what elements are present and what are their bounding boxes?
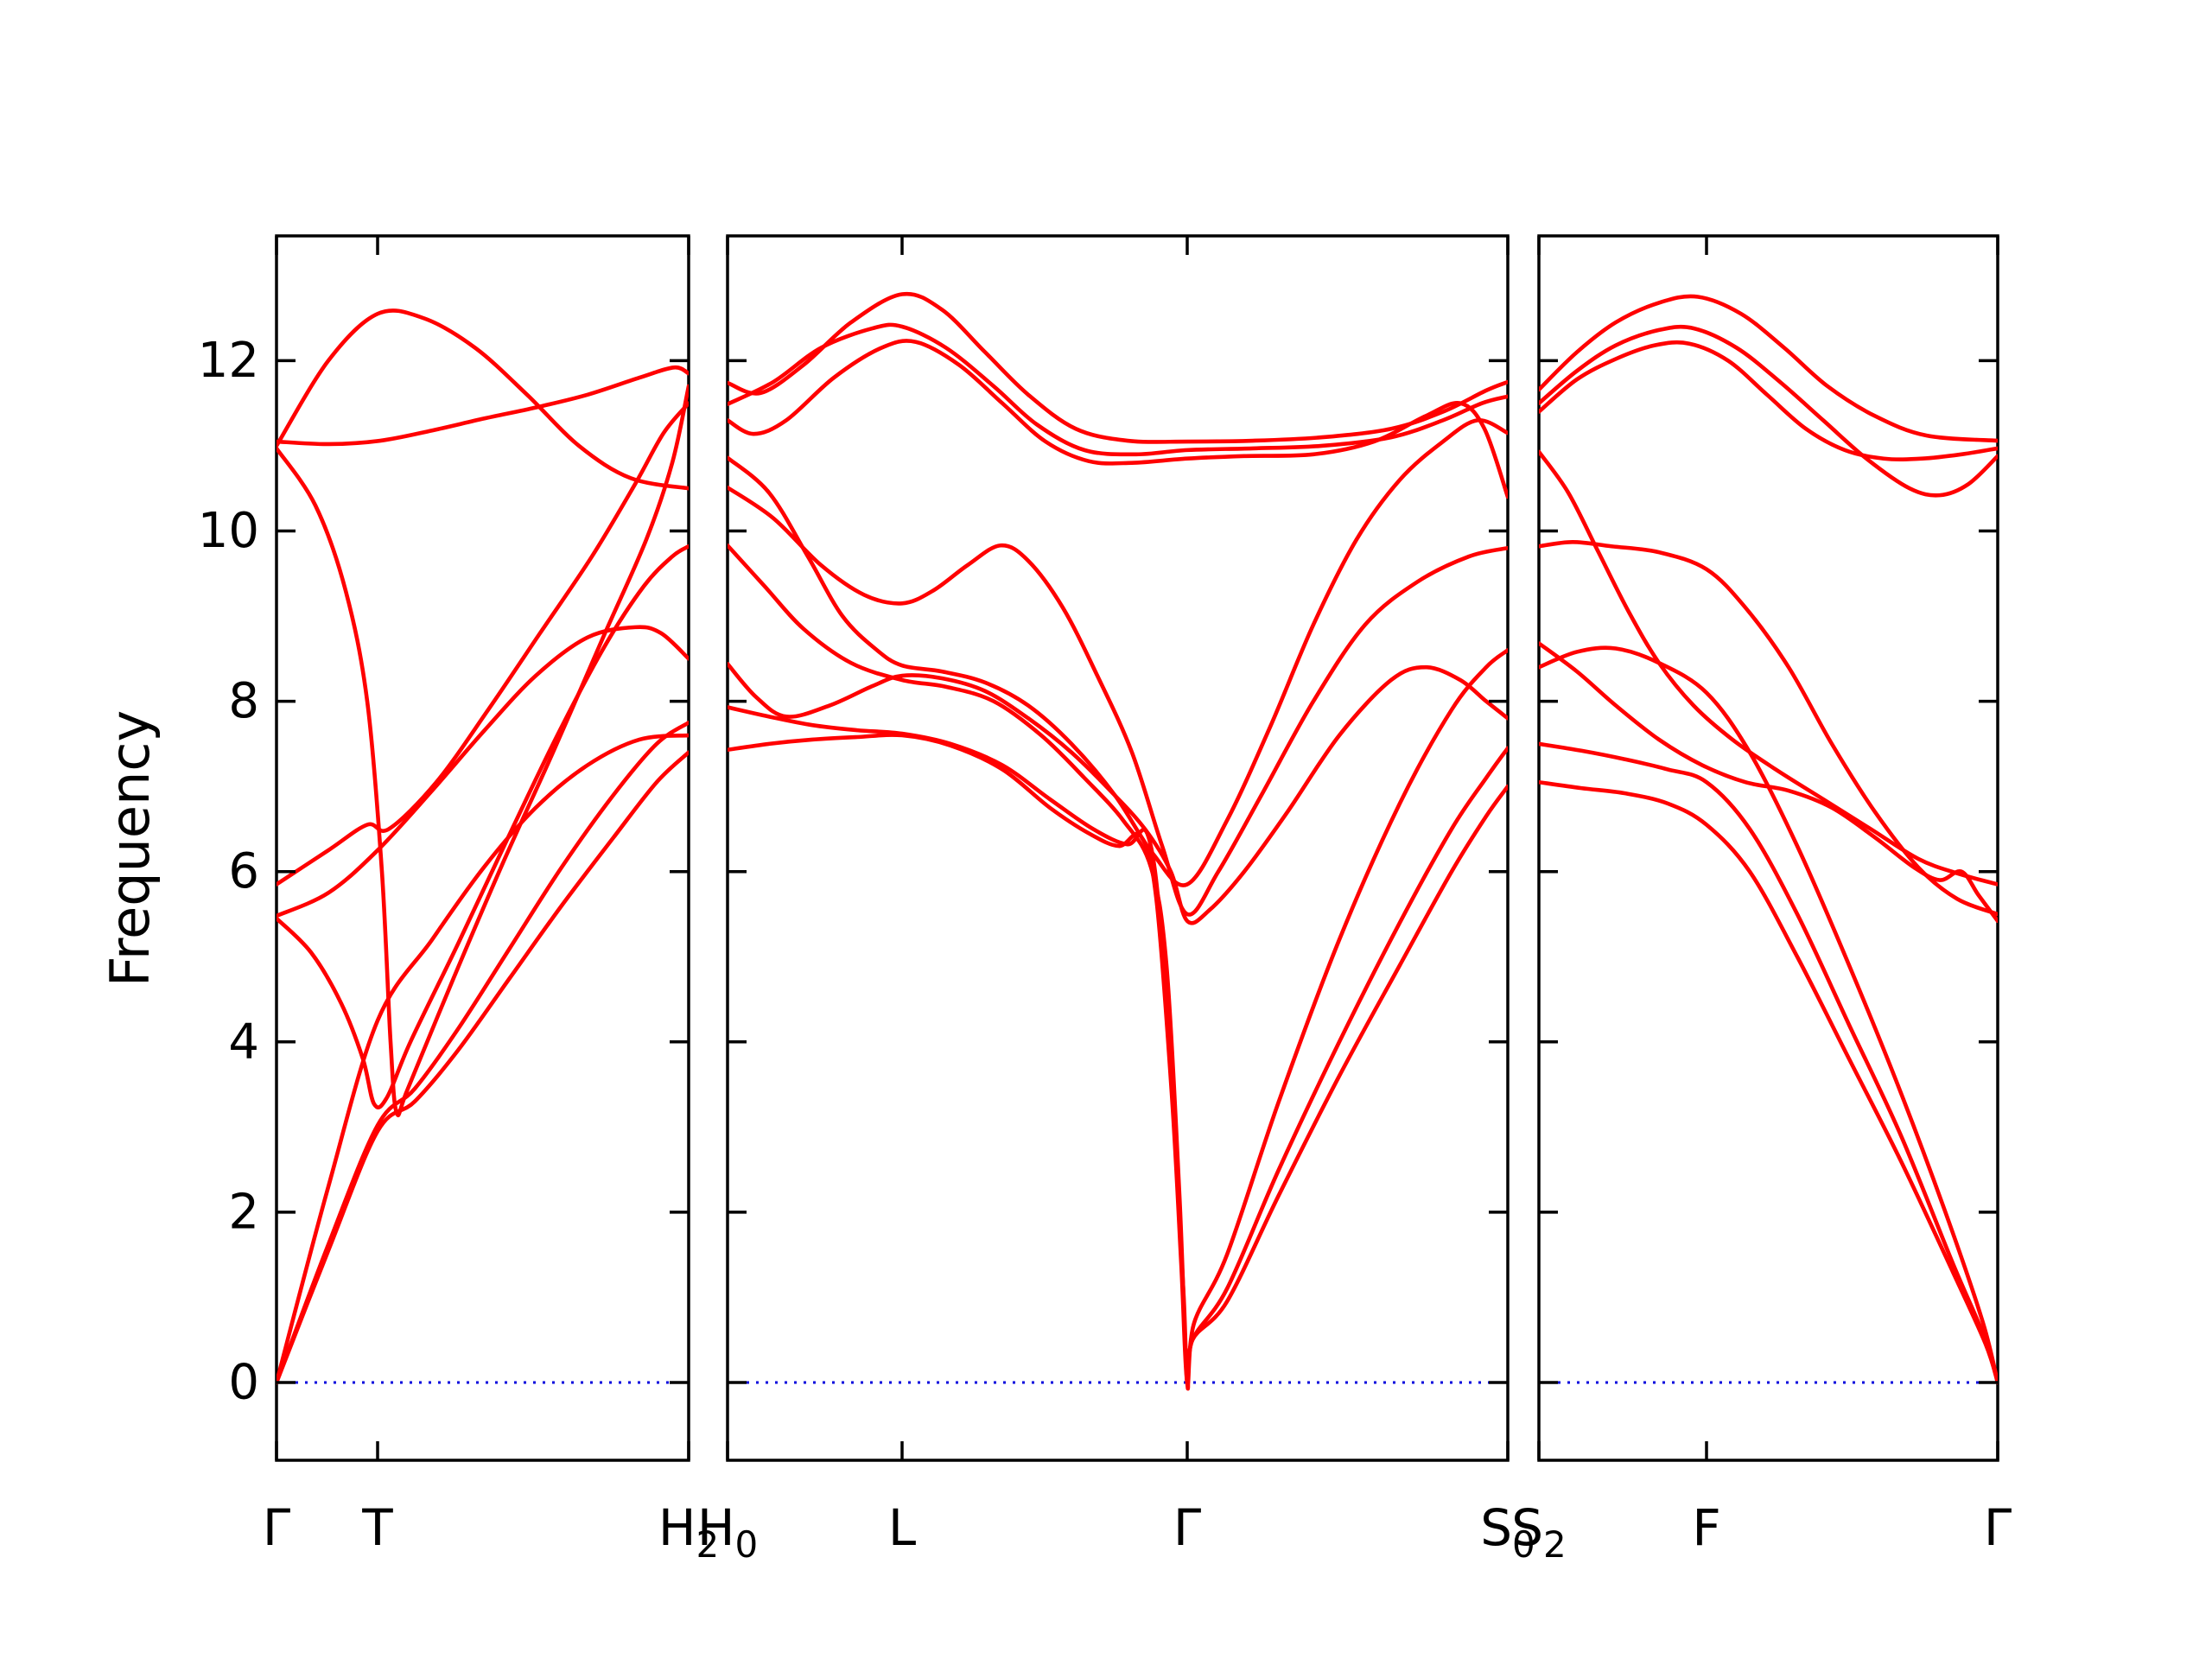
phonon-band-line bbox=[276, 720, 689, 1385]
phonon-band-line bbox=[276, 625, 689, 918]
x-tick-label: T bbox=[361, 1498, 393, 1557]
phonon-band-line bbox=[276, 750, 689, 1385]
phonon-band-line bbox=[728, 661, 1508, 925]
y-tick-label: 12 bbox=[198, 333, 259, 389]
x-tick-label: L bbox=[888, 1498, 916, 1557]
x-tick-label: F bbox=[1692, 1498, 1720, 1557]
axis-ticks bbox=[275, 236, 1999, 1460]
x-tick-label: H2 bbox=[658, 1498, 719, 1566]
y-tick-label: 10 bbox=[198, 503, 259, 559]
x-tick-label: S0 bbox=[1480, 1498, 1535, 1566]
phonon-band-line bbox=[1539, 741, 1998, 1385]
phonon-band-line bbox=[728, 291, 1508, 444]
y-tick-label: 6 bbox=[228, 843, 259, 899]
phonon-band-line bbox=[728, 543, 1508, 1391]
x-tick-label: Γ bbox=[1984, 1498, 2012, 1557]
phonon-band-line bbox=[1539, 641, 1998, 924]
y-tick-label: 8 bbox=[228, 673, 259, 729]
phonon-band-line bbox=[728, 418, 1508, 887]
phonon-band-line bbox=[1539, 324, 1998, 498]
panel-frame bbox=[1537, 234, 1999, 1462]
phonon-band-line bbox=[1539, 540, 1998, 917]
frequency-axis-label: Frequency bbox=[99, 710, 162, 987]
phonon-band-line bbox=[728, 705, 1508, 1386]
phonon-band-line bbox=[1539, 779, 1998, 1385]
phonon-band-line bbox=[276, 365, 689, 447]
y-tick-label: 4 bbox=[228, 1014, 259, 1070]
phonon-band-line bbox=[276, 384, 689, 1118]
y-tick-label: 2 bbox=[228, 1184, 259, 1240]
phonon-band-line bbox=[1539, 340, 1998, 461]
x-tick-label: H0 bbox=[697, 1498, 758, 1566]
x-tick-label: Γ bbox=[1173, 1498, 1201, 1557]
phonon-band-line bbox=[1539, 449, 1998, 887]
phonon-band-line bbox=[276, 543, 689, 1109]
panel-frame bbox=[275, 234, 690, 1462]
phonon-band-line bbox=[728, 648, 1508, 1386]
phonon-band-line bbox=[276, 401, 689, 887]
phonon-band-line bbox=[728, 485, 1508, 917]
phonon-band-line bbox=[728, 339, 1508, 499]
phonon-band-line bbox=[276, 308, 689, 491]
y-tick-label: 0 bbox=[228, 1355, 259, 1411]
phonon-band-line bbox=[1539, 294, 1998, 443]
phonon-band-line bbox=[1539, 645, 1998, 1385]
x-tick-label: S2 bbox=[1511, 1498, 1567, 1566]
panel-frames bbox=[275, 234, 1999, 1462]
phonon-bands bbox=[276, 291, 1998, 1391]
x-tick-label: Γ bbox=[263, 1498, 290, 1557]
phonon-band-line bbox=[276, 733, 689, 1385]
phonon-band-line bbox=[728, 322, 1508, 457]
panel-frame bbox=[726, 234, 1510, 1462]
